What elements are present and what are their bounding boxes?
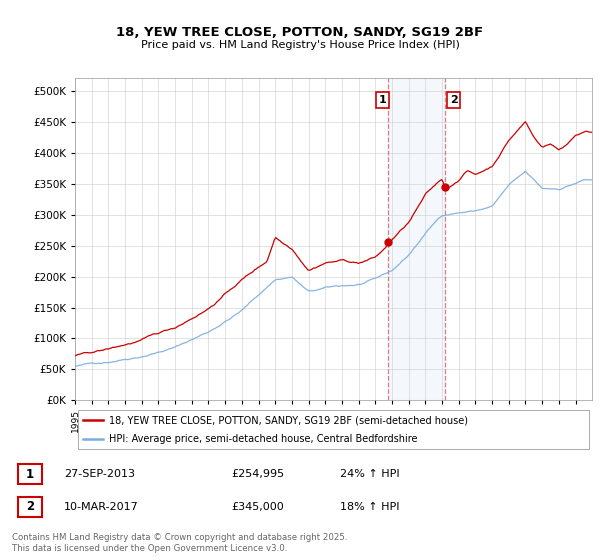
Text: Contains HM Land Registry data © Crown copyright and database right 2025.
This d: Contains HM Land Registry data © Crown c… [12, 534, 347, 553]
Text: 18, YEW TREE CLOSE, POTTON, SANDY, SG19 2BF: 18, YEW TREE CLOSE, POTTON, SANDY, SG19 … [116, 26, 484, 39]
Text: £254,995: £254,995 [231, 469, 284, 479]
Text: 2: 2 [26, 500, 34, 514]
Text: Price paid vs. HM Land Registry's House Price Index (HPI): Price paid vs. HM Land Registry's House … [140, 40, 460, 50]
FancyBboxPatch shape [77, 410, 589, 449]
Text: 1: 1 [379, 95, 386, 105]
Text: 2: 2 [449, 95, 457, 105]
Text: 10-MAR-2017: 10-MAR-2017 [64, 502, 139, 512]
Text: 1: 1 [26, 468, 34, 480]
Text: 27-SEP-2013: 27-SEP-2013 [64, 469, 135, 479]
Text: 18% ↑ HPI: 18% ↑ HPI [340, 502, 400, 512]
FancyBboxPatch shape [18, 464, 42, 484]
Text: £345,000: £345,000 [231, 502, 284, 512]
Text: 24% ↑ HPI: 24% ↑ HPI [340, 469, 400, 479]
FancyBboxPatch shape [18, 497, 42, 516]
Bar [388, 78, 445, 400]
Text: HPI: Average price, semi-detached house, Central Bedfordshire: HPI: Average price, semi-detached house,… [109, 435, 417, 445]
Text: 18, YEW TREE CLOSE, POTTON, SANDY, SG19 2BF (semi-detached house): 18, YEW TREE CLOSE, POTTON, SANDY, SG19 … [109, 415, 467, 425]
